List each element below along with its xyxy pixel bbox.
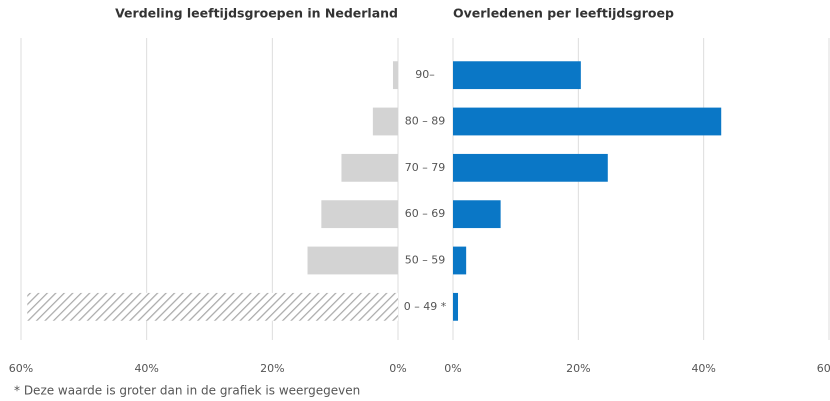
- category-label: 70 – 79: [405, 161, 446, 174]
- bar: [372, 107, 398, 136]
- category-label: 90–: [415, 68, 435, 81]
- bar: [392, 61, 398, 90]
- x-tick-label: 0%: [444, 362, 461, 375]
- bar: [453, 292, 459, 321]
- bar: [27, 292, 399, 321]
- x-tick-label: 20%: [566, 362, 590, 375]
- bar: [453, 246, 467, 275]
- x-tick-label: 40%: [691, 362, 715, 375]
- bar: [341, 153, 398, 182]
- chart-title: Overledenen per leeftijdsgroep: [453, 6, 674, 21]
- x-tick-label: 60%: [817, 362, 830, 375]
- x-tick-label: 60%: [9, 362, 33, 375]
- category-label: 50 – 59: [405, 254, 446, 267]
- x-tick-label: 0%: [389, 362, 406, 375]
- category-label: 60 – 69: [405, 207, 446, 220]
- bar: [453, 153, 608, 182]
- x-tick-label: 40%: [134, 362, 158, 375]
- x-tick-label: 20%: [260, 362, 284, 375]
- bar: [453, 61, 581, 90]
- bar: [321, 200, 398, 229]
- bar: [307, 246, 398, 275]
- chart-title: Verdeling leeftijdsgroepen in Nederland: [115, 6, 398, 21]
- footnote: * Deze waarde is groter dan in de grafie…: [14, 384, 360, 398]
- bar: [453, 200, 501, 229]
- category-label: 0 – 49 *: [404, 300, 447, 313]
- bar: [453, 107, 722, 136]
- category-label: 80 – 89: [405, 115, 446, 128]
